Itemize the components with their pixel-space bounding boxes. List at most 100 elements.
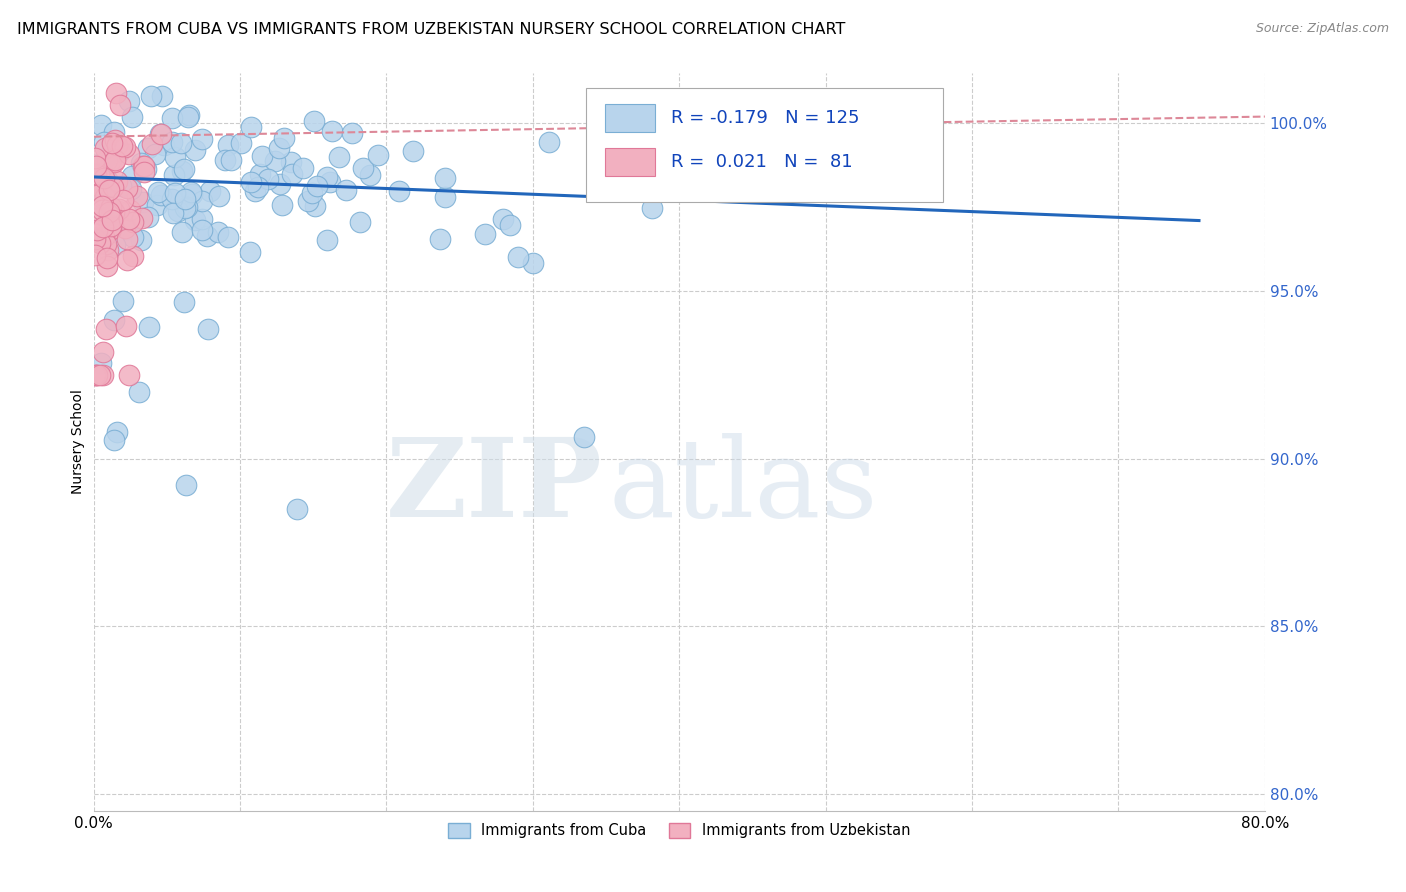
Point (98, 223, 121, 237)
Point (150, 187, 173, 202)
Point (177, 111, 200, 125)
Point (84, 227, 107, 241)
Point (86, 223, 108, 237)
FancyBboxPatch shape (585, 87, 943, 202)
Point (90, 199, 112, 213)
Point (90, 356, 112, 370)
Point (84, 172, 107, 186)
Point (115, 252, 138, 267)
Point (281, 167, 304, 181)
Point (93, 194, 115, 209)
Point (214, 153, 236, 167)
Point (100, 221, 122, 235)
Point (101, 180, 124, 194)
Text: atlas: atlas (609, 433, 879, 540)
Point (100, 153, 122, 167)
Point (90, 194, 112, 208)
Point (105, 425, 128, 440)
Point (121, 230, 143, 244)
Point (273, 130, 295, 145)
Legend: Immigrants from Cuba, Immigrants from Uzbekistan: Immigrants from Cuba, Immigrants from Uz… (441, 817, 917, 844)
Point (84, 368, 107, 382)
Point (499, 219, 522, 233)
Point (129, 233, 152, 247)
Point (90, 190, 112, 204)
Point (97, 243, 120, 257)
Point (191, 211, 214, 226)
Point (90, 119, 112, 133)
Point (93, 230, 115, 244)
Point (97, 174, 120, 188)
Point (89, 236, 111, 251)
Point (367, 148, 389, 162)
Point (121, 249, 143, 263)
Point (352, 161, 374, 176)
Point (141, 137, 163, 152)
Point (150, 89, 173, 103)
Point (87, 167, 110, 181)
Point (86, 159, 108, 173)
Point (217, 230, 239, 244)
Point (118, 202, 141, 217)
Point (101, 212, 124, 227)
Point (103, 313, 125, 327)
Point (174, 478, 197, 492)
Point (163, 168, 186, 182)
Point (115, 221, 138, 235)
Point (103, 207, 125, 221)
Point (197, 322, 219, 336)
Point (84, 161, 107, 175)
Point (84, 231, 107, 245)
Point (169, 136, 191, 150)
Point (94, 141, 117, 155)
Point (240, 175, 263, 189)
Point (349, 215, 371, 229)
Point (94, 322, 117, 336)
Point (434, 190, 457, 204)
Point (152, 137, 174, 152)
Point (167, 204, 190, 219)
Point (121, 110, 143, 124)
Point (315, 169, 337, 184)
Point (160, 135, 183, 149)
Point (184, 143, 207, 157)
Point (100, 210, 122, 224)
Point (86, 188, 108, 202)
Point (104, 237, 127, 252)
Point (93, 135, 115, 149)
Point (191, 194, 214, 208)
Text: R = -0.179   N = 125: R = -0.179 N = 125 (671, 109, 859, 127)
Text: ZIP: ZIP (387, 433, 603, 540)
Point (108, 98, 131, 112)
Point (538, 135, 561, 149)
Point (115, 181, 138, 195)
Point (641, 202, 664, 216)
Point (176, 200, 198, 214)
Point (318, 175, 340, 189)
Point (138, 320, 160, 334)
Point (94, 169, 117, 183)
Point (249, 167, 271, 181)
Point (173, 192, 195, 206)
Point (84, 368, 107, 382)
Point (136, 210, 159, 224)
Point (90, 156, 112, 170)
Point (173, 162, 195, 177)
Point (132, 159, 155, 173)
Point (148, 186, 170, 200)
Point (86, 368, 108, 382)
Point (132, 194, 155, 209)
Point (132, 160, 155, 174)
Point (94, 190, 117, 204)
Text: Source: ZipAtlas.com: Source: ZipAtlas.com (1256, 22, 1389, 36)
Point (96, 251, 118, 265)
Point (160, 111, 183, 125)
Point (84, 178, 107, 193)
Point (118, 212, 141, 227)
Point (93, 171, 115, 186)
Point (87, 211, 110, 226)
Point (121, 169, 143, 184)
Point (305, 178, 328, 193)
Bar (606, 104, 655, 132)
Point (120, 182, 142, 196)
